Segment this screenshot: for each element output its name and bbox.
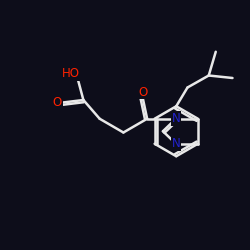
Text: N: N [172,112,180,125]
Text: N: N [172,137,180,150]
Text: O: O [138,86,147,98]
Text: O: O [53,96,62,109]
Text: HO: HO [62,67,80,80]
